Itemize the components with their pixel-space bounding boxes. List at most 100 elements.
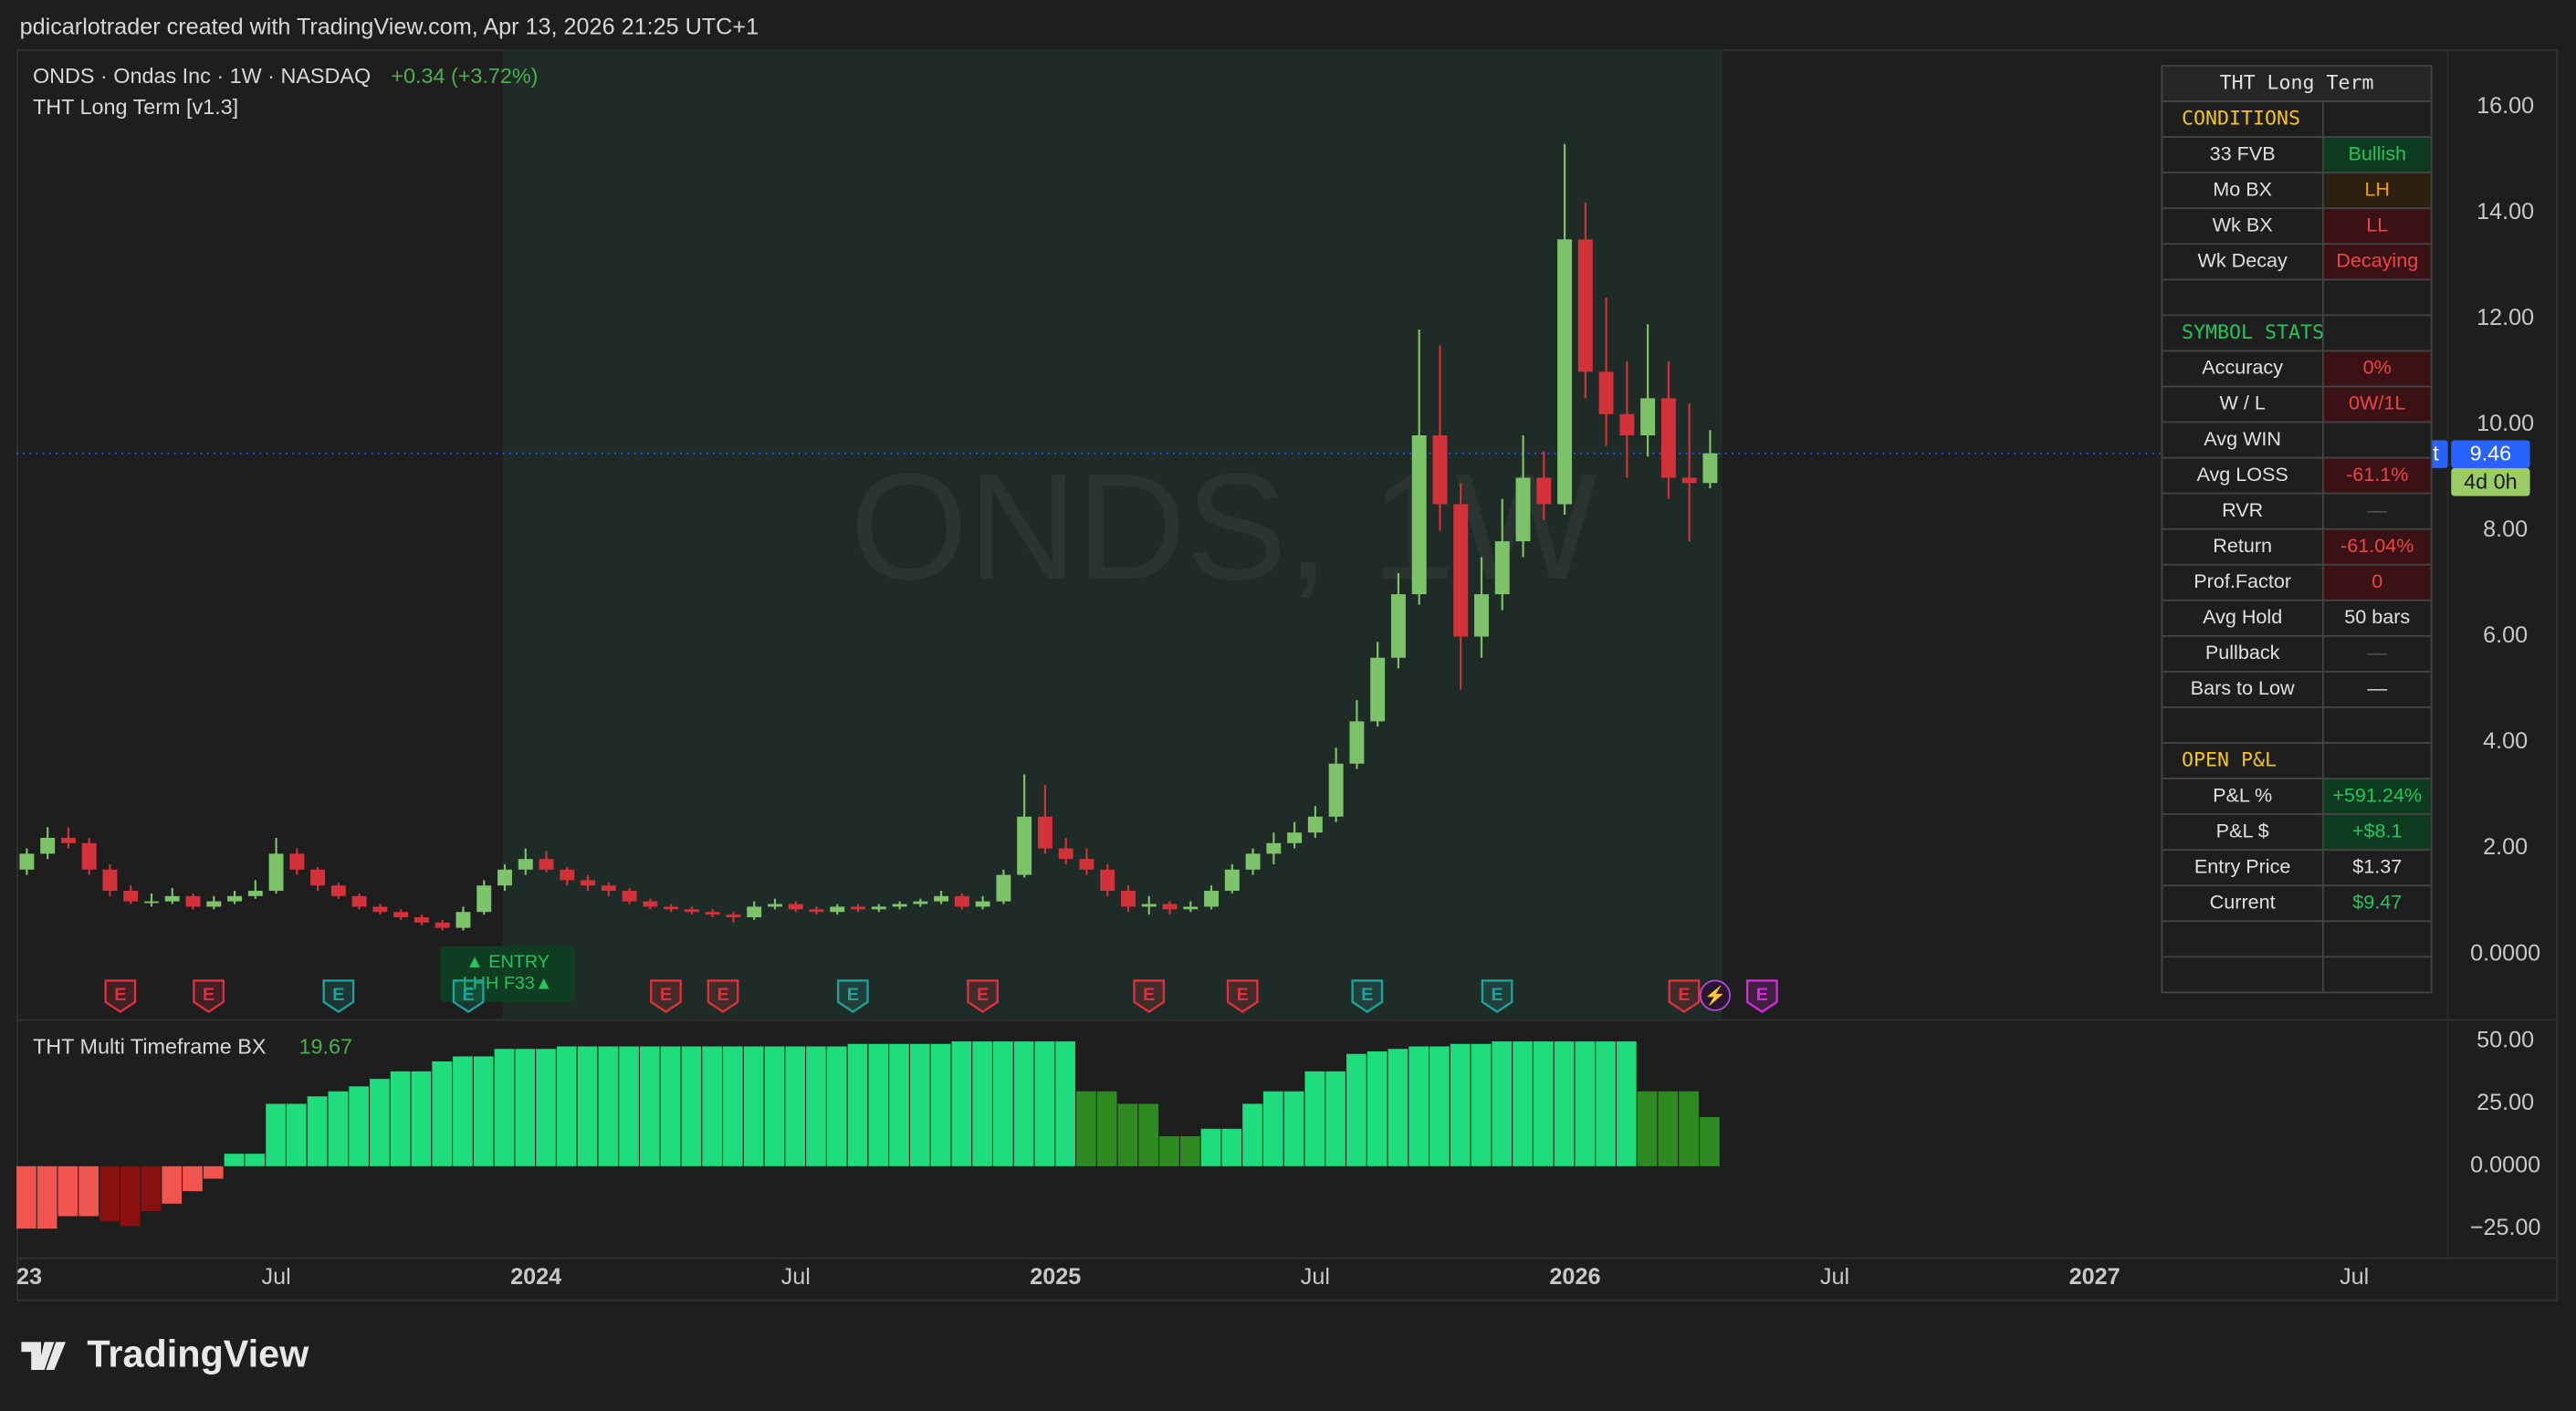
countdown-badge <box>2451 467 2530 496</box>
histogram-bar <box>1304 1071 1325 1166</box>
candle-body <box>581 880 596 886</box>
table-value-cell <box>2321 385 2433 423</box>
table-value: LH <box>2364 177 2390 200</box>
countdown-text: 4d 0h <box>2464 469 2518 493</box>
histogram-bar <box>598 1046 619 1166</box>
event-label: E <box>847 985 859 1005</box>
candle-body <box>1390 594 1406 658</box>
event-label: E <box>1237 985 1249 1005</box>
table-label: Entry Price <box>2194 854 2291 877</box>
logo-text: TradingView <box>87 1333 309 1375</box>
table-label: P&L $ <box>2216 819 2269 841</box>
histogram-bar <box>639 1046 660 1166</box>
y-tick-label: 25.00 <box>2477 1090 2534 1115</box>
table-label-cell <box>2161 884 2324 923</box>
histogram-bar <box>1700 1117 1720 1166</box>
histogram-bar <box>619 1046 639 1166</box>
table-value: $9.47 <box>2352 890 2402 913</box>
table-label-cell <box>2161 100 2324 139</box>
candle-body <box>975 901 990 907</box>
event-label: E <box>463 985 475 1005</box>
candle-body <box>1349 721 1365 764</box>
table-section: SYMBOL STATS <box>2182 321 2324 344</box>
candle-body <box>684 909 699 913</box>
event-icon[interactable] <box>1133 979 1166 1014</box>
event-icon[interactable] <box>1351 979 1384 1014</box>
candle-body <box>1494 541 1510 595</box>
histogram-bar <box>1221 1128 1242 1166</box>
x-tick-label: 2024 <box>510 1264 561 1290</box>
table-value-cell <box>2321 849 2433 887</box>
histogram-bar <box>806 1046 826 1166</box>
histogram-bar <box>79 1165 99 1217</box>
event-icon[interactable] <box>650 979 682 1014</box>
event-icon[interactable] <box>1226 979 1259 1014</box>
event-icon[interactable] <box>452 979 485 1014</box>
indicator-title: THT Long Term [v1.3] <box>33 95 238 119</box>
candle-body <box>851 906 865 910</box>
histogram-bar <box>1658 1091 1679 1166</box>
candle-body <box>539 859 554 870</box>
candle-body <box>456 912 471 928</box>
candle-body <box>892 904 907 907</box>
histogram-bar <box>536 1049 556 1166</box>
price-badge <box>2451 440 2530 468</box>
event-label: E <box>332 985 344 1005</box>
candle-body <box>19 853 35 870</box>
table-label: Prof.Factor <box>2194 570 2291 592</box>
event-label: E <box>1678 985 1690 1005</box>
candle-body <box>996 874 1011 902</box>
x-tick-label: Jul <box>1820 1264 1849 1290</box>
event-label: E <box>977 985 989 1005</box>
table-value: 0 <box>2372 570 2382 592</box>
candle-body <box>164 895 180 902</box>
candle-body <box>788 904 803 910</box>
histogram-bar <box>266 1103 286 1166</box>
event-icon[interactable] <box>1481 979 1513 1014</box>
histogram-bar <box>972 1041 992 1166</box>
event-icon[interactable] <box>322 979 355 1014</box>
candle-body <box>1453 504 1469 637</box>
histogram-bar <box>515 1049 536 1166</box>
table-title-cell <box>2161 65 2433 102</box>
y-tick-label: 10.00 <box>2477 411 2534 436</box>
x-tick-label: Jul <box>2340 1264 2369 1290</box>
table-label-cell <box>2161 956 2324 994</box>
candle-body <box>351 895 367 907</box>
x-tick-label: 2027 <box>2069 1264 2120 1290</box>
plot-layer: ONDS, 1W 2023 Jul 2024 Jul 2025 Jul 2026 Jul 2027… <box>16 49 2540 1290</box>
price-change: +0.34 (+3.72%) <box>391 64 538 88</box>
x-tick-label: 2025 <box>1030 1264 1081 1290</box>
candle-body <box>705 912 720 915</box>
candle-body <box>954 895 969 907</box>
histogram-bar <box>847 1043 868 1166</box>
histogram-bar <box>889 1043 909 1166</box>
table-label-cell <box>2161 706 2324 744</box>
event-icon[interactable] <box>836 979 869 1014</box>
event-icon[interactable] <box>1668 979 1701 1014</box>
histogram-bar <box>1471 1043 1492 1166</box>
candle-body <box>1411 435 1427 595</box>
event-icon[interactable] <box>104 979 137 1014</box>
histogram-bar <box>1283 1091 1304 1166</box>
candle-body <box>185 895 201 907</box>
table-label-cell <box>2161 172 2324 210</box>
histogram-bar <box>1159 1135 1179 1166</box>
event-icon[interactable] <box>707 979 739 1014</box>
y-tick-label: 8.00 <box>2483 517 2528 542</box>
event-icon[interactable] <box>967 979 999 1014</box>
histogram-bar <box>764 1046 785 1166</box>
candle-body <box>497 869 512 886</box>
candle-body <box>1660 398 1676 478</box>
candle-body <box>1577 239 1593 372</box>
lightning-icon[interactable] <box>1699 979 1732 1011</box>
histogram-bar <box>349 1086 369 1166</box>
event-icon[interactable] <box>1745 979 1778 1014</box>
event-label: E <box>1143 985 1155 1005</box>
histogram-bar <box>660 1046 681 1166</box>
plot-clip: ONDS, 1W 2023 Jul 2024 Jul 2025 Jul 2026 Jul 2027… <box>16 49 2448 1290</box>
table-section: CONDITIONS <box>2182 108 2300 131</box>
event-icon[interactable] <box>193 979 225 1014</box>
table-label-cell <box>2161 778 2324 816</box>
histogram-bar <box>370 1079 390 1166</box>
